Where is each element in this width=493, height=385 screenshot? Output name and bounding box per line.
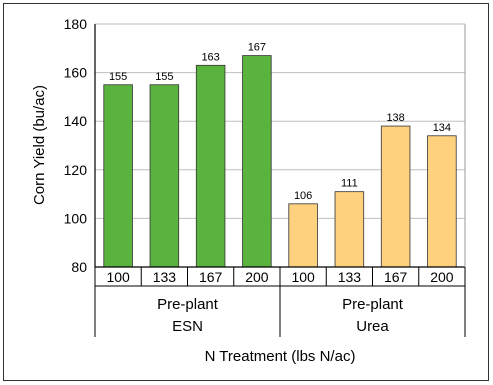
category-label: 100 [106, 269, 130, 285]
bar [380, 125, 411, 268]
y-tick-label: 120 [64, 162, 88, 178]
bar-value-label: 106 [294, 190, 312, 202]
bar [427, 135, 457, 268]
x-axis-title: N Treatment (lbs N/ac) [205, 348, 356, 365]
category-label: 133 [338, 269, 362, 285]
category-label: 200 [245, 269, 269, 285]
bars [103, 55, 457, 268]
chart-frame [3, 3, 489, 381]
bar-value-label: 155 [155, 71, 173, 83]
bar-value-label: 111 [341, 178, 358, 190]
bar [103, 84, 133, 268]
bar-value-label: 155 [109, 71, 127, 83]
bar [288, 203, 318, 268]
bar-value-label: 163 [201, 51, 219, 63]
y-tick-label: 140 [64, 113, 88, 129]
category-label: 100 [291, 269, 315, 285]
category-label: 200 [430, 269, 454, 285]
data-labels: 155 155 163 167 106 111 138 134 [109, 42, 451, 202]
y-axis-title: Corn Yield (bu/ac) [31, 85, 48, 205]
group-label-line2: ESN [172, 318, 203, 335]
group-label-line2: Urea [356, 318, 389, 335]
y-tick-label: 100 [64, 210, 88, 226]
category-axis: 100 133 167 200 Pre-plant ESN 100 133 167 200 Pre-… [94, 267, 466, 337]
group-label-line1: Pre-plant [157, 296, 219, 313]
y-tick-labels: 80 100 120 140 160 180 [64, 16, 88, 275]
y-tick-label: 160 [64, 65, 88, 81]
bar [149, 84, 180, 268]
bar [195, 64, 226, 268]
category-label: 133 [153, 269, 177, 285]
bar-value-label: 134 [433, 122, 451, 134]
y-tick-label: 180 [64, 16, 88, 32]
bar-value-label: 167 [248, 42, 266, 54]
group-label-line1: Pre-plant [342, 296, 404, 313]
bar [242, 55, 272, 268]
category-label: 167 [199, 269, 223, 285]
bar-value-label: 138 [386, 112, 404, 124]
category-label: 167 [384, 269, 408, 285]
bar [334, 191, 365, 268]
y-tick-label: 80 [71, 259, 87, 275]
